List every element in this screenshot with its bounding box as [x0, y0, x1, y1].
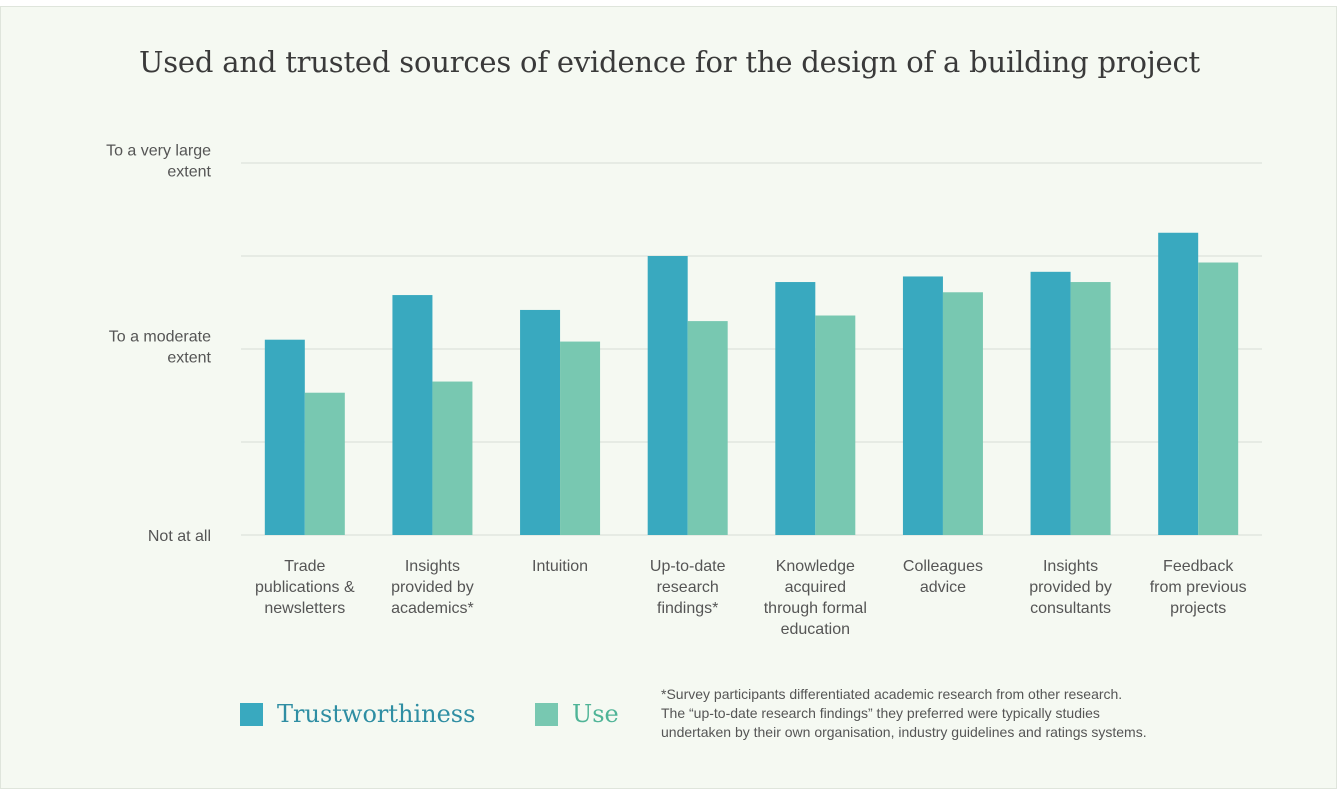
x-tick-label: projects	[1170, 600, 1226, 617]
bar-use-7	[1198, 262, 1239, 535]
bar-trustworthiness-3	[647, 256, 688, 535]
x-tick-label: Insights	[1043, 558, 1098, 575]
x-tick-label: research	[657, 579, 719, 596]
bar-trustworthiness-6	[1030, 271, 1071, 535]
x-tick-label: Feedback	[1163, 558, 1234, 575]
x-tick-label: academics*	[391, 600, 474, 617]
x-tick-label: provided by	[391, 579, 474, 596]
footnote-line: The “up-to-date research findings” they …	[661, 705, 1100, 721]
x-tick-label: Colleagues	[903, 558, 983, 575]
x-tick-label: provided by	[1029, 579, 1112, 596]
bar-use-2	[560, 341, 601, 535]
x-tick-label: advice	[920, 579, 966, 596]
bar-use-5	[942, 292, 983, 535]
x-tick-label: newsletters	[264, 600, 345, 617]
legend-swatch-trustworthiness	[240, 702, 263, 726]
bar-use-4	[815, 315, 856, 535]
x-tick-label: from previous	[1150, 579, 1247, 596]
y-tick-label: Not at all	[148, 528, 211, 545]
bar-use-3	[687, 321, 728, 535]
footnote-line: *Survey participants differentiated acad…	[661, 686, 1123, 702]
bar-trustworthiness-4	[775, 282, 816, 535]
legend-label-trustworthiness: Trustworthiness	[277, 700, 476, 728]
legend-item-trustworthiness: Trustworthiness	[240, 698, 475, 730]
y-tick-label: To a moderate	[109, 329, 211, 346]
footnote: *Survey participants differentiated acad…	[661, 685, 1301, 742]
bar-use-1	[432, 381, 473, 535]
legend-item-use: Use	[535, 698, 619, 730]
y-tick-label: extent	[167, 350, 211, 367]
y-tick-label: To a very large	[106, 143, 211, 160]
bar-trustworthiness-0	[264, 339, 305, 535]
bar-trustworthiness-2	[520, 309, 561, 535]
x-tick-label: Intuition	[532, 558, 588, 575]
x-tick-label: Insights	[405, 558, 460, 575]
legend-label-use: Use	[572, 700, 619, 728]
x-tick-label: education	[781, 621, 850, 638]
bar-trustworthiness-1	[392, 295, 433, 535]
bar-use-6	[1070, 282, 1111, 535]
x-tick-label: Up-to-date	[650, 558, 726, 575]
x-tick-label: acquired	[785, 579, 846, 596]
x-tick-label: Knowledge	[776, 558, 855, 575]
legend-swatch-use	[535, 702, 558, 726]
x-tick-label: through formal	[764, 600, 867, 617]
x-tick-label: consultants	[1030, 600, 1111, 617]
bar-use-0	[304, 392, 345, 535]
x-tick-label: publications &	[255, 579, 355, 596]
bar-trustworthiness-5	[902, 276, 943, 535]
y-tick-label: extent	[167, 164, 211, 181]
bar-trustworthiness-7	[1158, 232, 1199, 535]
chart-title: Used and trusted sources of evidence for…	[138, 45, 1200, 79]
footnote-line: undertaken by their own organisation, in…	[661, 724, 1147, 740]
x-tick-label: findings*	[657, 600, 718, 617]
x-tick-label: Trade	[284, 558, 325, 575]
